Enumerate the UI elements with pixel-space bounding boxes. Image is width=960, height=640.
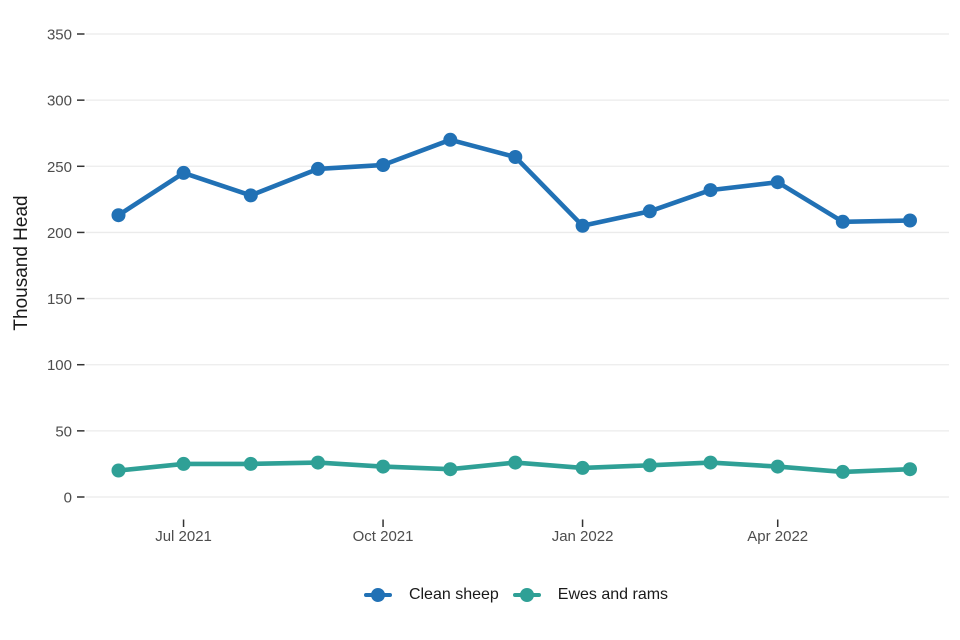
data-point	[111, 208, 126, 223]
data-point	[642, 458, 657, 473]
data-point	[835, 214, 850, 229]
legend-label: Clean sheep	[408, 586, 499, 603]
y-tick-label: 200	[47, 225, 72, 242]
y-tick-label: 250	[47, 159, 72, 176]
legend-item-ewes-and-rams: Ewes and rams	[512, 586, 669, 604]
x-tick-label: Apr 2022	[747, 528, 808, 545]
data-point	[111, 463, 126, 478]
chart-legend: Clean sheep Ewes and rams	[0, 586, 960, 604]
data-point	[575, 460, 590, 475]
x-tick-label: Oct 2021	[353, 528, 414, 545]
data-point	[642, 204, 657, 219]
legend-label: Ewes and rams	[557, 586, 669, 603]
x-tick-label: Jan 2022	[552, 528, 614, 545]
data-point	[176, 456, 191, 471]
y-tick-label: 50	[55, 423, 72, 440]
data-point	[770, 459, 785, 474]
data-point	[443, 462, 458, 477]
data-point	[508, 455, 523, 470]
data-point	[835, 464, 850, 479]
y-tick-label: 150	[47, 291, 72, 308]
line-dot-key-icon	[363, 588, 392, 603]
data-point	[770, 175, 785, 190]
data-point	[243, 456, 258, 471]
data-point	[376, 158, 391, 172]
legend-dot-icon	[370, 588, 385, 602]
y-tick-label: 0	[64, 490, 72, 507]
y-tick-label: 350	[47, 27, 72, 44]
data-point	[443, 132, 458, 147]
data-point	[176, 165, 191, 180]
line-dot-key-icon	[512, 588, 541, 603]
data-point	[903, 213, 917, 228]
data-point	[703, 455, 718, 470]
legend-dot-icon	[519, 588, 534, 602]
data-point	[311, 161, 325, 176]
y-tick-label: 100	[47, 357, 72, 374]
y-tick-label: 300	[47, 93, 72, 110]
data-point	[703, 183, 718, 198]
data-point	[575, 218, 590, 233]
data-point	[311, 455, 325, 470]
legend-item-clean-sheep: Clean sheep	[363, 586, 499, 604]
chart-plot-area: 0 50 100 150 200 250 300 350 Jul 2021 Oct 2021 Jan…	[47, 27, 949, 545]
data-point	[243, 188, 258, 203]
data-point	[508, 150, 523, 164]
x-tick-label: Jul 2021	[155, 528, 212, 545]
data-point	[376, 459, 391, 474]
data-point	[903, 462, 917, 477]
